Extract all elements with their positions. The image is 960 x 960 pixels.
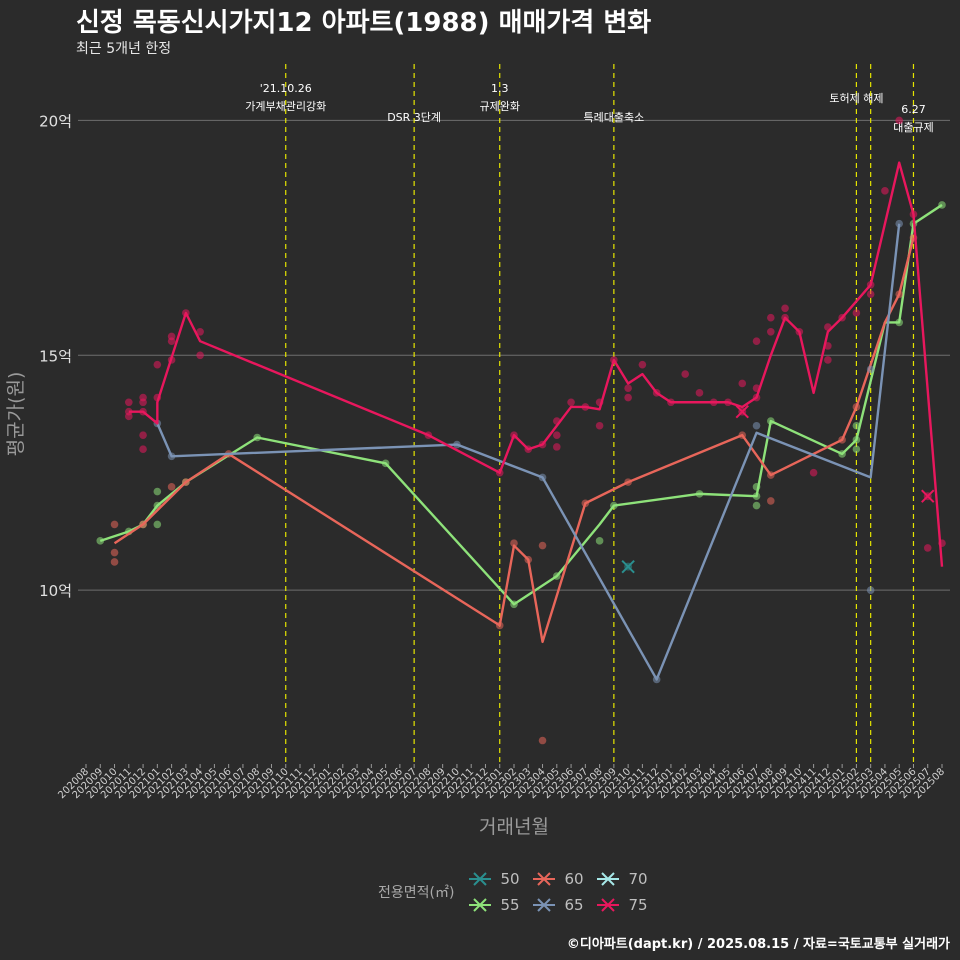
data-point-60 (538, 541, 547, 550)
data-point-75 (852, 309, 861, 317)
event-annotation: DSR 3단계 (387, 111, 441, 124)
event-annotation: '21.10.26 (260, 82, 312, 95)
legend-key-icon (533, 872, 556, 886)
data-point-75 (167, 332, 176, 341)
data-point-75 (553, 431, 561, 439)
data-point-75 (809, 468, 818, 477)
legend-key-icon (597, 872, 620, 886)
event-annotation: 가계부채관리강화 (245, 100, 326, 113)
data-point-60 (110, 520, 119, 529)
data-point-75 (824, 356, 832, 364)
data-point-75 (624, 393, 632, 402)
data-point-55 (595, 537, 604, 545)
legend-label: 50 (500, 870, 520, 888)
data-point-60 (110, 548, 119, 557)
data-point-75 (139, 393, 147, 402)
y-axis-title: 평균가(원) (5, 372, 27, 457)
data-point-75 (567, 398, 575, 407)
data-point-65 (866, 365, 875, 374)
data-point-60 (767, 497, 775, 505)
chart-subtitle: 최근 5개년 한정 (76, 41, 172, 57)
series-line-55 (99, 203, 943, 606)
cross-marker-75 (735, 404, 749, 419)
data-point-75 (638, 360, 647, 369)
data-point-65 (866, 586, 875, 594)
data-point-65 (752, 421, 761, 430)
legend-label: 65 (564, 896, 584, 914)
legend-label: 70 (628, 870, 648, 888)
data-point-60 (110, 558, 119, 566)
series-line-60 (113, 237, 915, 644)
data-point-75 (595, 421, 604, 430)
data-point-75 (767, 313, 775, 322)
y-tick-label: 10억 (39, 582, 72, 600)
legend-key-icon (597, 898, 620, 912)
cross-marker-75 (921, 489, 935, 503)
data-point-75 (125, 412, 133, 421)
data-point-55 (96, 537, 105, 545)
legend-item-50: 50 (468, 866, 532, 892)
data-point-75 (781, 304, 789, 313)
data-point-75 (923, 544, 932, 552)
data-point-75 (738, 379, 747, 388)
legend-key-icon (533, 898, 556, 912)
event-annotation: 1.3 (491, 82, 509, 95)
legend: 전용면적(㎡) 50 55 60 65 70 75 (378, 866, 660, 918)
data-point-60 (167, 483, 176, 491)
legend-title: 전용면적(㎡) (378, 885, 455, 901)
event-annotation: 특례대출축소 (583, 111, 644, 124)
chart-title: 신정 목동신시가지12 아파트(1988) 매매가격 변화 (76, 8, 652, 38)
legend-label: 60 (564, 870, 584, 888)
event-annotation: 규제완화 (479, 100, 519, 113)
y-tick-label: 20억 (39, 112, 72, 130)
data-point-75 (139, 431, 147, 439)
data-point-55 (752, 501, 761, 510)
legend-key-icon (469, 872, 492, 886)
source-caption: ©디아파트(dapt.kr) / 2025.08.15 / 자료=국토교통부 실… (566, 937, 950, 952)
data-point-75 (553, 443, 561, 451)
data-point-75 (895, 116, 903, 125)
legend-label: 55 (500, 896, 520, 914)
data-point-75 (624, 384, 632, 392)
data-point-75 (681, 370, 689, 378)
data-point-75 (752, 337, 761, 345)
y-tick-label: 15억 (39, 347, 72, 365)
data-point-75 (695, 389, 704, 397)
series-line-75 (128, 161, 944, 567)
legend-key-icon (469, 898, 492, 912)
event-annotation: 6.27 (901, 103, 926, 116)
cross-marker-50 (621, 559, 635, 574)
data-point-55 (153, 520, 162, 529)
data-point-75 (767, 327, 775, 336)
data-point-75 (196, 327, 204, 336)
data-point-55 (153, 487, 162, 496)
legend-item-75: 75 (596, 892, 660, 918)
data-point-75 (139, 445, 147, 454)
series-line-65 (156, 223, 901, 681)
event-annotation: 토허제 해제 (829, 91, 883, 105)
data-point-75 (125, 398, 133, 407)
legend-items: 50 55 60 65 70 75 (468, 866, 660, 918)
data-point-60 (510, 539, 518, 547)
data-point-60 (538, 736, 547, 745)
data-point-75 (153, 360, 162, 369)
legend-item-55: 55 (468, 892, 532, 918)
data-point-55 (852, 445, 861, 454)
data-point-75 (196, 351, 204, 360)
event-annotation: 대출규제 (893, 121, 933, 134)
data-point-75 (866, 290, 875, 299)
legend-item-60: 60 (532, 866, 596, 892)
legend-item-65: 65 (532, 892, 596, 918)
x-axis-title: 거래년월 (479, 816, 549, 838)
data-point-75 (881, 187, 889, 195)
legend-label: 75 (628, 896, 648, 914)
legend-item-70: 70 (596, 866, 660, 892)
